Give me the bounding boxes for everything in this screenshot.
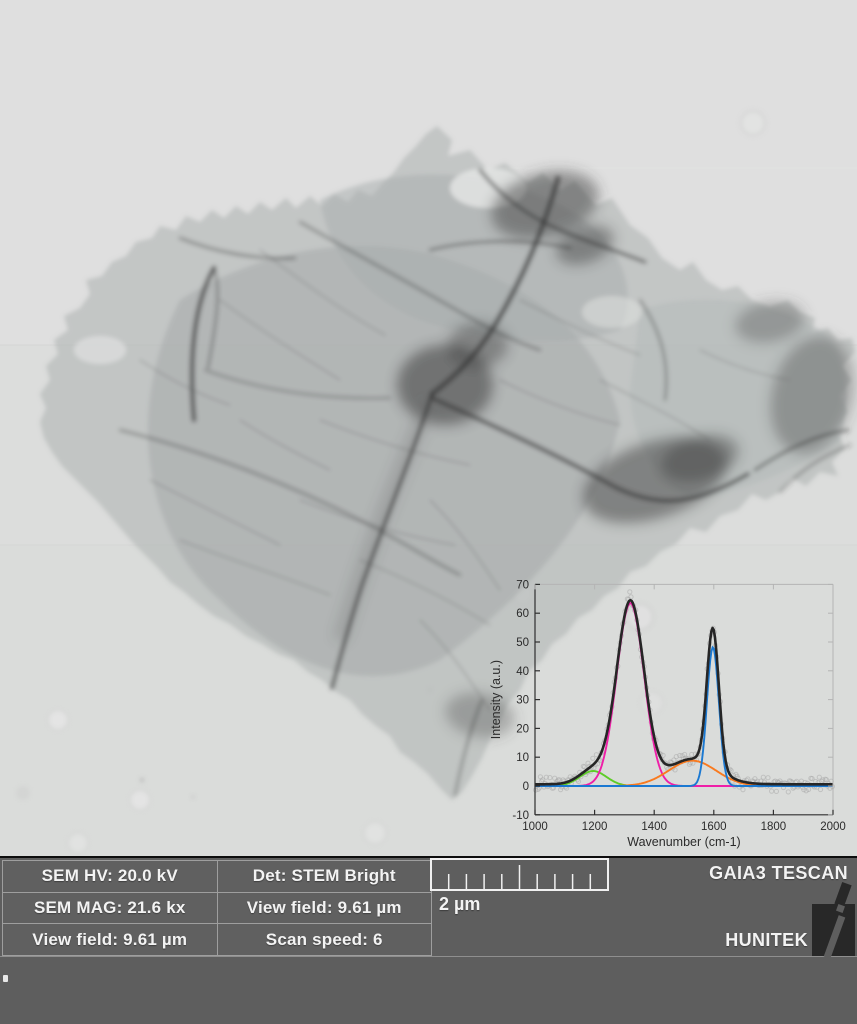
svg-text:60: 60 — [516, 608, 529, 620]
flake-wrinkles — [139, 249, 791, 711]
logo-italic-i-dot — [836, 904, 845, 913]
param-view-field2: View field: 9.61 µm — [3, 924, 217, 955]
svg-text:2000: 2000 — [820, 821, 846, 833]
svg-text:1400: 1400 — [641, 821, 667, 833]
status-bar: SEM HV: 20.0 kV Det: STEM Bright SEM MAG… — [0, 856, 857, 959]
facility-label: HUNITEK — [725, 930, 808, 950]
bottom-strip — [0, 957, 857, 1024]
svg-text:40: 40 — [516, 666, 529, 678]
parameter-table: SEM HV: 20.0 kV Det: STEM Bright SEM MAG… — [2, 860, 432, 956]
svg-text:70: 70 — [516, 579, 529, 591]
scale-ruler — [430, 858, 609, 891]
param-scan-speed: Scan speed: 6 — [217, 924, 431, 955]
svg-text:0: 0 — [523, 781, 529, 793]
svg-text:-10: -10 — [512, 810, 529, 822]
tear-gap — [74, 336, 126, 364]
scale-bar-label: 2 µm — [439, 894, 481, 914]
raman-spectrum-chart: -10 0 10 20 30 40 50 60 70 1000 1200 1400 1600 1800 20… — [489, 579, 846, 849]
svg-text:10: 10 — [516, 752, 529, 764]
svg-text:Wavenumber (cm-1): Wavenumber (cm-1) — [627, 835, 740, 849]
svg-text:1600: 1600 — [701, 821, 727, 833]
svg-text:Intensity (a.u.): Intensity (a.u.) — [489, 660, 503, 739]
param-sem-hv: SEM HV: 20.0 kV — [3, 861, 217, 892]
graphene-flake — [40, 126, 855, 800]
svg-text:50: 50 — [516, 637, 529, 649]
sem-micrograph: -10 0 10 20 30 40 50 60 70 1000 1200 1400 1600 1800 20… — [0, 0, 857, 856]
text-cursor-dot — [3, 975, 8, 982]
dark-crumple-clusters — [333, 170, 854, 738]
svg-text:1200: 1200 — [582, 821, 608, 833]
param-view-field: View field: 9.61 µm — [217, 892, 431, 924]
tear-gap — [582, 296, 642, 328]
sem-flake-art — [0, 110, 857, 854]
logo-italic-i-stem — [823, 915, 846, 959]
tescan-logo-icon — [812, 904, 855, 959]
svg-text:30: 30 — [516, 695, 529, 707]
param-detector: Det: STEM Bright — [217, 861, 431, 892]
instrument-brand-label: GAIA3 TESCAN — [709, 863, 848, 883]
flake-veins — [119, 168, 851, 796]
defocus-blobs — [16, 110, 766, 854]
svg-text:1000: 1000 — [522, 821, 548, 833]
svg-text:20: 20 — [516, 723, 529, 735]
svg-text:1800: 1800 — [761, 821, 787, 833]
param-sem-mag: SEM MAG: 21.6 kx — [3, 892, 217, 924]
